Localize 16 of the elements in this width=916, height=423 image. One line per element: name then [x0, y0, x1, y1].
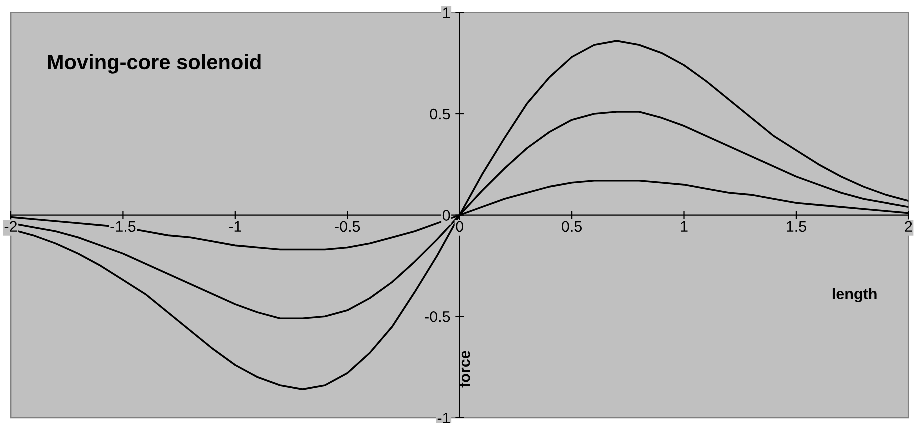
y-tick-label: 1 [443, 8, 450, 18]
x-tick-label: 1 [681, 221, 688, 232]
x-tick-label: 0.5 [562, 221, 582, 232]
x-tick-label: 1.5 [787, 221, 806, 232]
y-tick-label: -1 [438, 412, 450, 423]
x-axis-title: length [832, 288, 877, 303]
text: Moving-core solenoid [48, 54, 261, 74]
x-tick-label: -0.5 [335, 221, 360, 232]
y-tick-label: -0.5 [425, 311, 450, 322]
x-tick-label: 0 [456, 221, 464, 232]
y-axis-title: force [459, 351, 470, 388]
x-tick-label: -2 [4, 221, 18, 232]
x-tick-label: -1 [229, 221, 242, 232]
y-tick-label: 0 [442, 210, 450, 221]
y-tick-label: 0.5 [430, 108, 450, 120]
x-tick-label: 2 [905, 221, 912, 232]
